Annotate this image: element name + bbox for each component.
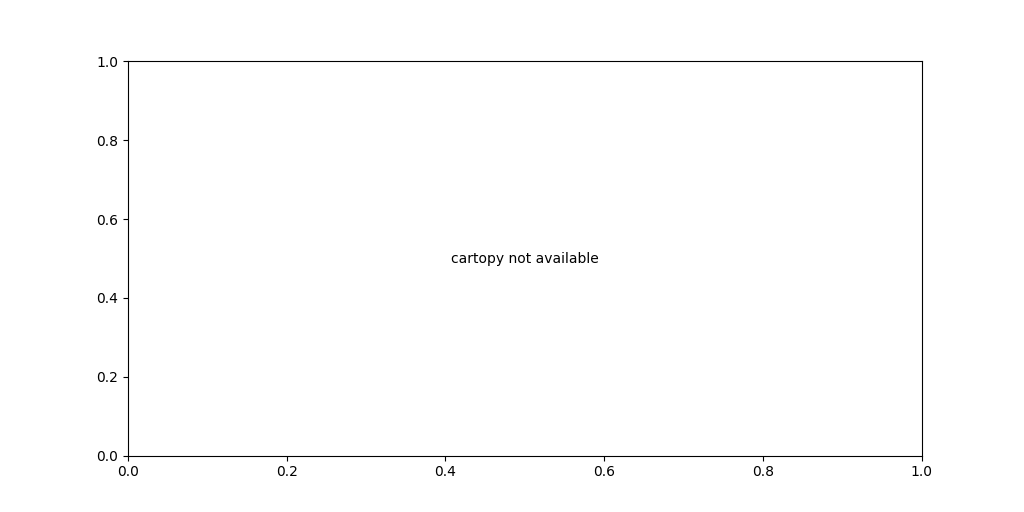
Text: cartopy not available: cartopy not available bbox=[451, 251, 599, 266]
